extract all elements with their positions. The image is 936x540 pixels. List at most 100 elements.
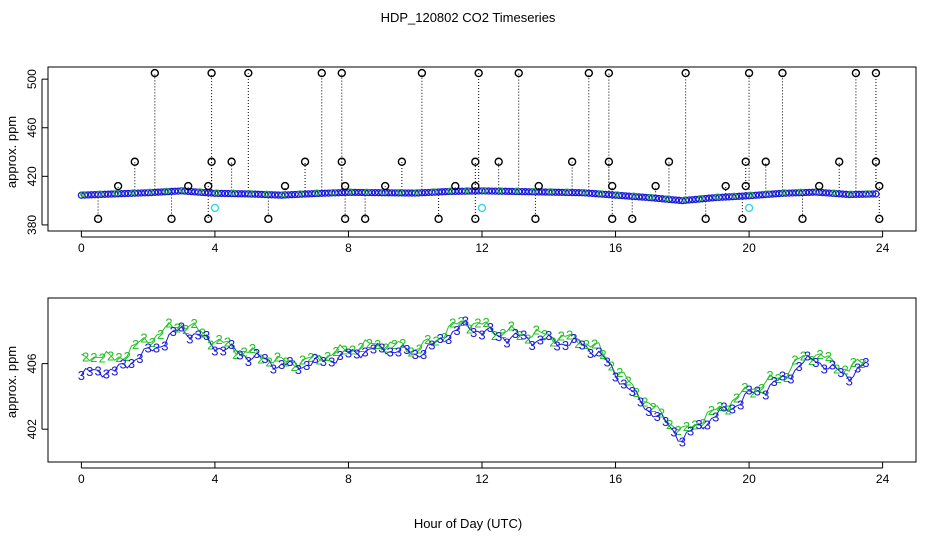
spike-point: [317, 68, 326, 78]
series-digit-2: 2: [633, 385, 640, 400]
series-digit-3: 3: [862, 355, 869, 370]
series-digit-3: 3: [170, 324, 177, 339]
panel-bottom: approx. ppm Hour of Day (UTC) 0 4 8 12 16 20 2…: [4, 297, 917, 531]
series-digit-2: 2: [524, 331, 531, 346]
baseline-accent-point: [530, 187, 537, 194]
spike-point: [681, 68, 690, 78]
baseline-point: [221, 189, 229, 198]
baseline-accent-point: [831, 189, 838, 196]
bottom-x-tick-label: 8: [345, 472, 352, 486]
series-digit-3: 3: [512, 326, 519, 341]
bottom-y-tick-label: 406: [25, 353, 39, 373]
baseline-accent-point: [514, 187, 521, 194]
baseline-point: [688, 196, 696, 204]
spike-point: [207, 68, 216, 78]
spike-point: [604, 157, 614, 166]
series-digit-2: 2: [407, 345, 414, 360]
series-digit-2: 2: [483, 315, 490, 330]
baseline-accent-point: [80, 191, 87, 198]
series-digit-3: 3: [787, 372, 794, 387]
series-digit-2: 2: [257, 352, 264, 367]
series-digit-3: 3: [86, 364, 93, 379]
spike-point: [451, 181, 460, 191]
series-digit-2: 2: [374, 337, 381, 352]
baseline-accent-point: [330, 188, 337, 195]
series-digit-2: 2: [700, 416, 707, 431]
spike-point: [471, 214, 480, 224]
series-digit-2: 2: [800, 349, 807, 364]
baseline-point: [104, 190, 112, 198]
series-digit-3: 3: [745, 383, 752, 398]
baseline-accent-point: [564, 188, 571, 195]
series-digit-3: 3: [270, 361, 277, 376]
baseline-point: [705, 194, 713, 202]
baseline-point: [404, 189, 413, 197]
spike-point: [204, 214, 213, 224]
baseline-point: [772, 190, 780, 198]
series-digit-2: 2: [474, 316, 481, 331]
series-digit-3: 3: [145, 341, 152, 356]
series-digit-3: 3: [186, 332, 193, 347]
series-digit-2: 2: [307, 350, 314, 365]
baseline-point: [621, 192, 630, 200]
series-digit-3: 3: [720, 400, 727, 415]
series-digit-2: 2: [341, 342, 348, 357]
bottom-x-tick-label: 0: [78, 472, 85, 486]
series-digit-3: 3: [78, 368, 85, 383]
baseline-point: [805, 188, 813, 197]
series-digit-2: 2: [115, 350, 122, 365]
bottom-y-tick-label: 402: [25, 419, 39, 439]
spike-point: [761, 157, 770, 166]
series-digit-2: 2: [750, 386, 757, 401]
spike-point: [340, 214, 350, 224]
bottom-y-axis-label: approx. ppm: [4, 346, 19, 418]
baseline-accent-point: [714, 193, 721, 200]
series-digit-2: 2: [616, 365, 623, 380]
baseline-accent-point: [163, 187, 170, 194]
spike-point: [798, 214, 807, 224]
series-digit-2: 2: [566, 328, 573, 343]
baseline-accent-point: [480, 186, 487, 193]
series-digit-3: 3: [754, 384, 761, 399]
spike-point: [474, 68, 483, 78]
spike-point: [567, 157, 577, 166]
series-digit-3: 3: [545, 328, 552, 343]
series-digit-2: 2: [282, 354, 289, 369]
series-digit-3: 3: [236, 348, 243, 363]
series-digit-2: 2: [549, 334, 556, 349]
series-digit-3: 3: [779, 369, 786, 384]
series-digit-2: 2: [499, 326, 506, 341]
top-x-tick-label: 16: [609, 241, 623, 255]
series-digit-3: 3: [704, 418, 711, 433]
baseline-point: [521, 188, 530, 196]
series-digit-3: 3: [796, 359, 803, 374]
spike-point: [738, 214, 747, 224]
series-digit-2: 2: [157, 327, 164, 342]
series-digit-2: 2: [458, 314, 465, 329]
series-digit-2: 2: [165, 316, 172, 331]
spike-point: [514, 68, 523, 78]
baseline-accent-point: [146, 188, 153, 195]
series-digit-3: 3: [662, 414, 669, 429]
baseline-point: [738, 192, 747, 200]
series-digit-2: 2: [149, 335, 156, 350]
series-digit-2: 2: [583, 337, 590, 352]
spike-point: [397, 157, 407, 166]
spike-point: [814, 181, 824, 191]
series-digit-3: 3: [579, 337, 586, 352]
series-digit-2: 2: [299, 353, 306, 368]
series-digit-3: 3: [136, 351, 143, 366]
spike-point: [380, 181, 390, 191]
series-digit-2: 2: [775, 371, 782, 386]
series-digit-2: 2: [641, 395, 648, 410]
baseline-point: [271, 191, 279, 199]
series-digit-3: 3: [353, 346, 360, 361]
spike-point: [150, 68, 160, 78]
baseline-point: [505, 187, 513, 196]
series-digit-3: 3: [737, 397, 744, 412]
baseline-accent-point: [413, 189, 420, 196]
series-digit-3: 3: [311, 351, 318, 366]
baseline-accent-point: [263, 190, 270, 197]
series-digit-3: 3: [345, 345, 352, 360]
series-digit-2: 2: [808, 353, 815, 368]
